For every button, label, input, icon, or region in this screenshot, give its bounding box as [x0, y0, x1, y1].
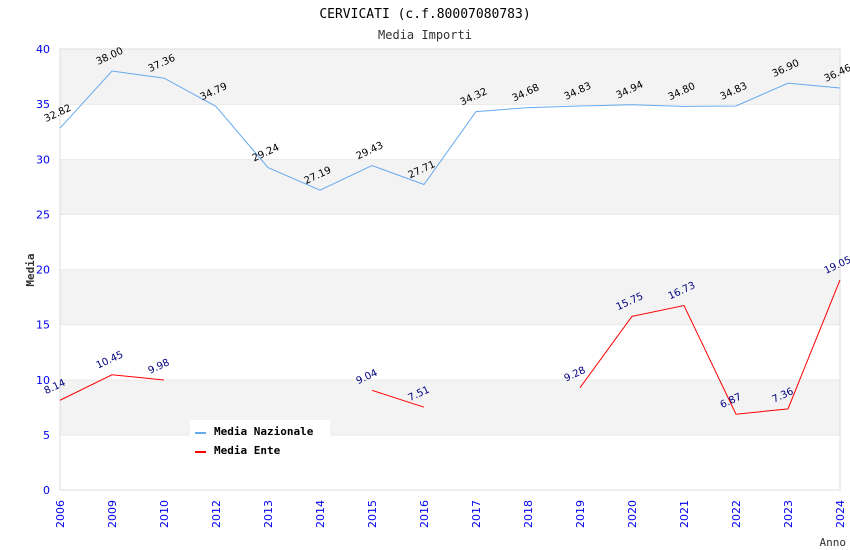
grid-band	[60, 214, 840, 270]
x-tick-label: 2019	[574, 500, 587, 528]
y-tick-label: 15	[36, 319, 50, 332]
series-line-1	[579, 279, 841, 415]
y-tick-label: 35	[36, 98, 50, 111]
x-tick-label: 2015	[366, 500, 379, 528]
x-tick-label: 2024	[834, 500, 847, 528]
x-tick-label: 2013	[262, 500, 275, 528]
x-tick-label: 2006	[54, 500, 67, 528]
grid-band	[60, 434, 840, 490]
series-line-0	[59, 70, 841, 191]
y-tick-label: 40	[36, 43, 50, 56]
legend: Media Nazionale Media Ente	[190, 420, 330, 462]
x-tick-label: 2016	[418, 500, 431, 528]
x-tick-label: 2020	[626, 500, 639, 528]
y-tick-label: 30	[36, 153, 50, 166]
x-axis-label: Anno	[820, 536, 847, 549]
grid-band	[60, 159, 840, 215]
legend-label-nazionale: Media Nazionale	[214, 425, 314, 438]
chart-subtitle: Media Importi	[378, 28, 472, 42]
x-tick-label: 2010	[158, 500, 171, 528]
y-tick-label: 20	[36, 264, 50, 277]
x-tick-label: 2009	[106, 500, 119, 528]
series-line-1	[371, 389, 425, 408]
grid-band	[60, 104, 840, 160]
y-tick-label: 0	[43, 484, 50, 497]
y-tick-label: 25	[36, 208, 50, 221]
legend-label-ente: Media Ente	[214, 444, 281, 457]
x-tick-label: 2018	[522, 500, 535, 528]
y-tick-label: 10	[36, 374, 50, 387]
plot-border	[59, 48, 841, 491]
grid-band	[60, 49, 840, 105]
x-tick-label: 2021	[678, 500, 691, 528]
x-tick-label: 2017	[470, 500, 483, 528]
chart-title: CERVICATI (c.f.80007080783)	[319, 7, 530, 22]
y-axis-label: Media	[24, 253, 37, 286]
x-tick-label: 2022	[730, 500, 743, 528]
y-tick-label: 5	[43, 429, 50, 442]
grid-band	[60, 269, 840, 325]
series-line-1	[59, 374, 165, 401]
x-tick-label: 2023	[782, 500, 795, 528]
x-tick-label: 2012	[210, 500, 223, 528]
grid-band	[60, 324, 840, 380]
x-tick-label: 2014	[314, 500, 327, 528]
